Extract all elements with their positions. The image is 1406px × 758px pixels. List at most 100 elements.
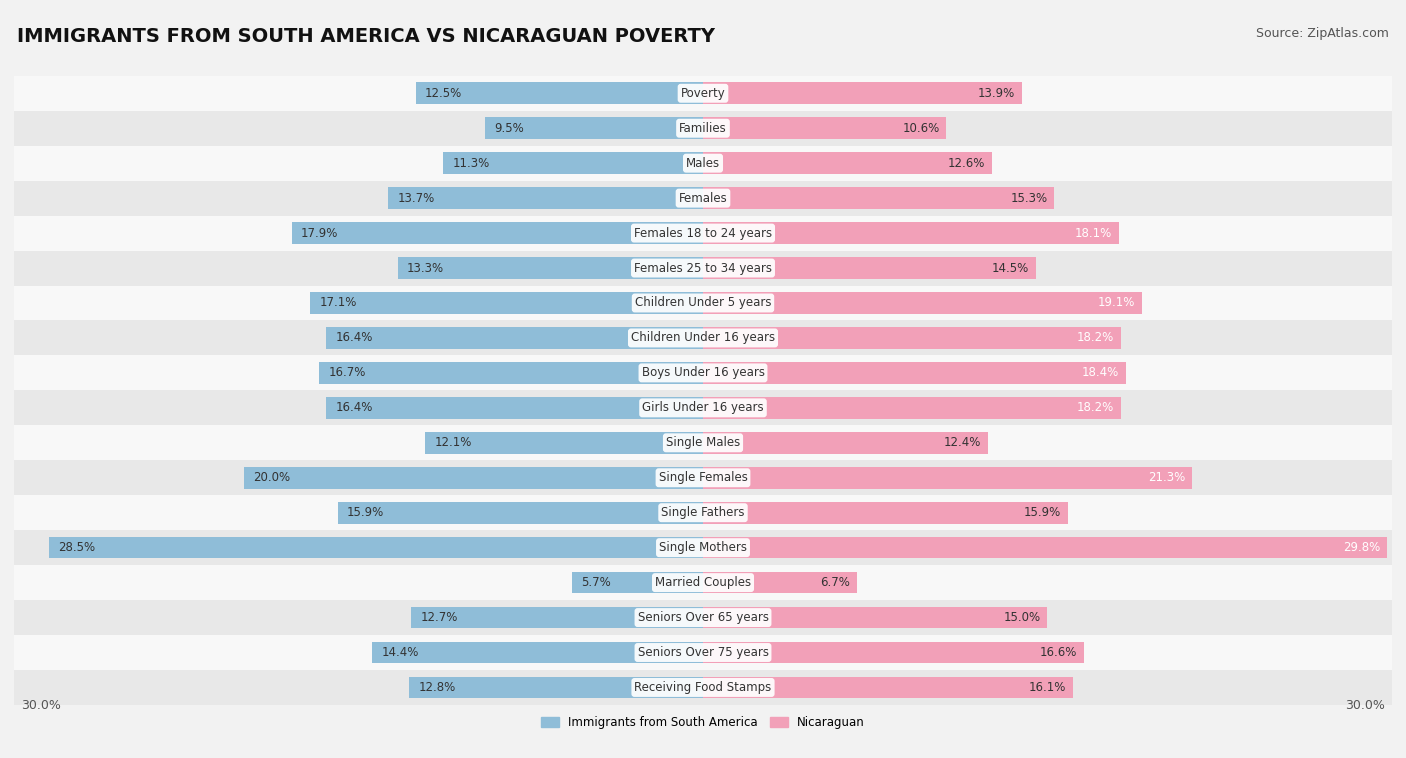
Text: 12.1%: 12.1%: [434, 437, 471, 449]
Text: Seniors Over 75 years: Seniors Over 75 years: [637, 646, 769, 659]
Bar: [311, 292, 703, 314]
Legend: Immigrants from South America, Nicaraguan: Immigrants from South America, Nicaragua…: [537, 711, 869, 734]
Text: 12.6%: 12.6%: [948, 157, 986, 170]
Text: 9.5%: 9.5%: [494, 122, 524, 135]
Bar: [14, 600, 1392, 635]
Text: 12.7%: 12.7%: [420, 611, 458, 624]
Text: Single Mothers: Single Mothers: [659, 541, 747, 554]
Bar: [337, 502, 703, 524]
Bar: [416, 83, 703, 104]
Text: Females 18 to 24 years: Females 18 to 24 years: [634, 227, 772, 240]
Text: 15.9%: 15.9%: [1024, 506, 1062, 519]
Bar: [14, 111, 1392, 146]
Bar: [14, 180, 1392, 215]
Text: 16.4%: 16.4%: [336, 401, 373, 415]
Text: 16.7%: 16.7%: [329, 366, 366, 380]
Bar: [373, 642, 703, 663]
Bar: [14, 76, 1392, 111]
Text: 6.7%: 6.7%: [820, 576, 851, 589]
Bar: [443, 152, 703, 174]
Bar: [703, 83, 1022, 104]
Bar: [703, 467, 1192, 489]
Text: Males: Males: [686, 157, 720, 170]
Bar: [14, 215, 1392, 251]
Text: 12.8%: 12.8%: [418, 681, 456, 694]
Text: 13.3%: 13.3%: [406, 262, 444, 274]
Text: 30.0%: 30.0%: [1346, 699, 1385, 712]
Bar: [703, 606, 1047, 628]
Bar: [398, 257, 703, 279]
Bar: [14, 356, 1392, 390]
Text: 30.0%: 30.0%: [21, 699, 60, 712]
Bar: [48, 537, 703, 559]
Text: 21.3%: 21.3%: [1149, 471, 1185, 484]
Bar: [326, 327, 703, 349]
Bar: [326, 397, 703, 418]
Text: 18.4%: 18.4%: [1081, 366, 1119, 380]
Bar: [14, 425, 1392, 460]
Bar: [14, 460, 1392, 495]
Text: Females 25 to 34 years: Females 25 to 34 years: [634, 262, 772, 274]
Text: IMMIGRANTS FROM SOUTH AMERICA VS NICARAGUAN POVERTY: IMMIGRANTS FROM SOUTH AMERICA VS NICARAG…: [17, 27, 714, 45]
Bar: [292, 222, 703, 244]
Text: Females: Females: [679, 192, 727, 205]
Text: 28.5%: 28.5%: [58, 541, 94, 554]
Text: Single Females: Single Females: [658, 471, 748, 484]
Bar: [14, 286, 1392, 321]
Text: Seniors Over 65 years: Seniors Over 65 years: [637, 611, 769, 624]
Text: Poverty: Poverty: [681, 86, 725, 100]
Bar: [703, 257, 1036, 279]
Bar: [14, 670, 1392, 705]
Text: Single Males: Single Males: [666, 437, 740, 449]
Bar: [703, 327, 1121, 349]
Text: 5.7%: 5.7%: [581, 576, 612, 589]
Text: 13.9%: 13.9%: [979, 86, 1015, 100]
Bar: [703, 222, 1119, 244]
Text: 15.3%: 15.3%: [1011, 192, 1047, 205]
Bar: [703, 502, 1069, 524]
Text: 14.5%: 14.5%: [991, 262, 1029, 274]
Bar: [703, 397, 1121, 418]
Text: 12.4%: 12.4%: [943, 437, 981, 449]
Text: 16.4%: 16.4%: [336, 331, 373, 344]
Text: Single Fathers: Single Fathers: [661, 506, 745, 519]
Text: 13.7%: 13.7%: [398, 192, 434, 205]
Text: Families: Families: [679, 122, 727, 135]
Bar: [409, 677, 703, 698]
Bar: [703, 432, 988, 453]
Text: 18.1%: 18.1%: [1074, 227, 1112, 240]
Bar: [703, 187, 1054, 209]
Bar: [14, 146, 1392, 180]
Bar: [14, 251, 1392, 286]
Bar: [14, 565, 1392, 600]
Bar: [243, 467, 703, 489]
Bar: [485, 117, 703, 139]
Bar: [703, 292, 1142, 314]
Bar: [388, 187, 703, 209]
Text: 20.0%: 20.0%: [253, 471, 290, 484]
Text: Children Under 5 years: Children Under 5 years: [634, 296, 772, 309]
Bar: [703, 117, 946, 139]
Bar: [412, 606, 703, 628]
Text: 16.1%: 16.1%: [1028, 681, 1066, 694]
Text: Children Under 16 years: Children Under 16 years: [631, 331, 775, 344]
Text: 29.8%: 29.8%: [1343, 541, 1381, 554]
Bar: [703, 572, 856, 594]
Text: Receiving Food Stamps: Receiving Food Stamps: [634, 681, 772, 694]
Text: 10.6%: 10.6%: [903, 122, 939, 135]
Text: Married Couples: Married Couples: [655, 576, 751, 589]
Text: Boys Under 16 years: Boys Under 16 years: [641, 366, 765, 380]
Bar: [703, 677, 1073, 698]
Bar: [703, 642, 1084, 663]
Text: 18.2%: 18.2%: [1077, 401, 1114, 415]
Text: 12.5%: 12.5%: [425, 86, 463, 100]
Bar: [14, 390, 1392, 425]
Bar: [703, 362, 1126, 384]
Text: Girls Under 16 years: Girls Under 16 years: [643, 401, 763, 415]
Bar: [425, 432, 703, 453]
Text: 19.1%: 19.1%: [1097, 296, 1135, 309]
Bar: [14, 530, 1392, 565]
Bar: [703, 152, 993, 174]
Text: 17.1%: 17.1%: [319, 296, 357, 309]
Text: 15.0%: 15.0%: [1004, 611, 1040, 624]
